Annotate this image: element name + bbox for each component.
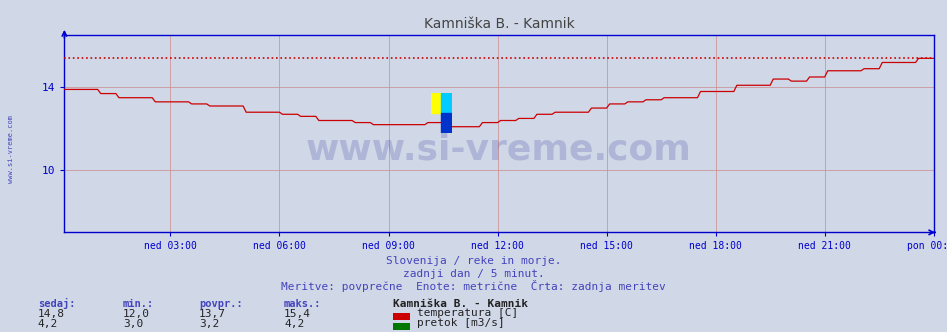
Text: 3,0: 3,0 — [123, 319, 143, 329]
Text: www.si-vreme.com: www.si-vreme.com — [8, 116, 13, 183]
Text: Meritve: povprečne  Enote: metrične  Črta: zadnja meritev: Meritve: povprečne Enote: metrične Črta:… — [281, 280, 666, 292]
Text: 13,7: 13,7 — [199, 309, 226, 319]
Text: 14,8: 14,8 — [38, 309, 65, 319]
Text: 12,0: 12,0 — [123, 309, 151, 319]
Text: povpr.:: povpr.: — [199, 299, 242, 309]
Text: maks.:: maks.: — [284, 299, 322, 309]
Text: sedaj:: sedaj: — [38, 298, 76, 309]
Bar — [441, 113, 452, 133]
Text: zadnji dan / 5 minut.: zadnji dan / 5 minut. — [402, 269, 545, 279]
Text: min.:: min.: — [123, 299, 154, 309]
Title: Kamniška B. - Kamnik: Kamniška B. - Kamnik — [423, 17, 575, 31]
Text: 3,2: 3,2 — [199, 319, 219, 329]
Text: 15,4: 15,4 — [284, 309, 312, 319]
Bar — [431, 93, 441, 113]
Text: Kamniška B. - Kamnik: Kamniška B. - Kamnik — [393, 299, 528, 309]
Text: 4,2: 4,2 — [284, 319, 304, 329]
Text: temperatura [C]: temperatura [C] — [417, 308, 518, 318]
Text: www.si-vreme.com: www.si-vreme.com — [306, 132, 692, 166]
Text: 4,2: 4,2 — [38, 319, 58, 329]
Text: Slovenija / reke in morje.: Slovenija / reke in morje. — [385, 256, 562, 266]
Text: pretok [m3/s]: pretok [m3/s] — [417, 318, 505, 328]
Bar — [441, 93, 452, 113]
